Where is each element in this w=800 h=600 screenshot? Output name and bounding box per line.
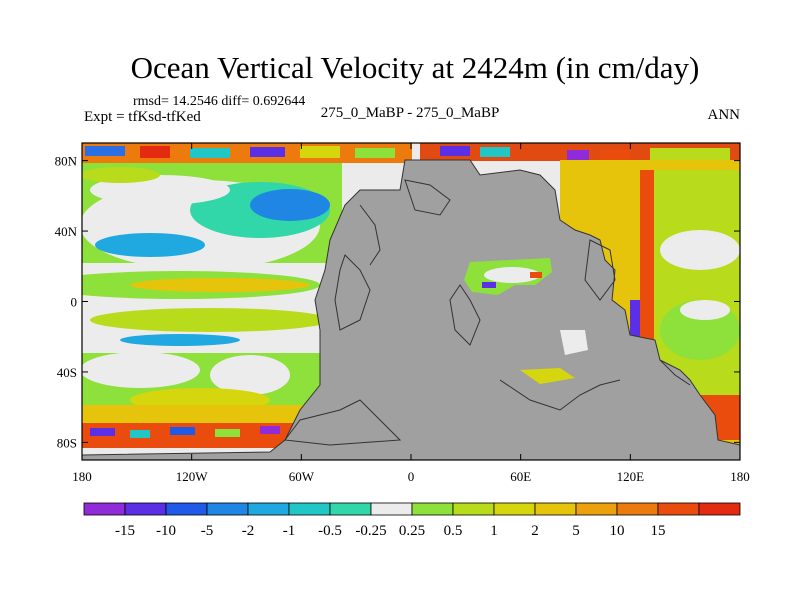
lat-tick-label: 80S [57,435,77,450]
colorbar-swatch [247,502,290,516]
colorbar-swatch [575,502,618,516]
colorbar-swatch [83,502,126,516]
colorbar-swatch [616,502,659,516]
lon-tick-label: 0 [408,469,415,484]
land-masses [82,159,740,460]
colorbar-label: 2 [531,523,539,539]
lat-tick-label: 40S [57,365,77,380]
inner-seas [464,258,588,384]
colorbar-swatch [165,502,208,516]
lon-tick-label: 120E [617,469,645,484]
colorbar-label: 10 [610,523,625,539]
colorbar-swatch [288,502,331,516]
colorbar-label: 0.25 [399,523,425,539]
colorbar-label: -5 [201,523,214,539]
axis-tick-labels: 80N 40N 0 40S 80S 180 120W 60W 0 60E 120E 180 [55,154,750,484]
colorbar-label: -1 [283,523,296,539]
colorbar-swatch [452,502,495,516]
season-label: ANN [707,107,741,123]
colorbar-swatch [329,502,372,516]
colorbar-label: -10 [156,523,176,539]
lat-tick-label: 0 [71,295,78,310]
colorbar-swatch [411,502,454,516]
map-panel [82,143,740,460]
land-coastlines [284,179,691,446]
lon-tick-label: 180 [730,469,750,484]
colorbar-label: 1 [490,523,498,539]
stats-line: rmsd= 14.2546 diff= 0.692644 [133,94,306,109]
lon-tick-label: 120W [176,469,209,484]
plot-title: Ocean Vertical Velocity at 2424m (in cm/… [130,50,700,85]
experiment-label: Expt = tfKsd-tfKed [84,109,201,125]
colorbar-label: 15 [651,523,666,539]
colorbar-swatch [370,502,413,516]
colorbar-labels: -15 -10 -5 -2 -1 -0.5 -0.25 0.25 0.5 1 2 5 10 15 [115,523,666,539]
colorbar-label: -15 [115,523,135,539]
colorbar-label: 0.5 [444,523,463,539]
lat-tick-label: 80N [55,154,78,169]
colorbar-label: 5 [572,523,580,539]
colorbar-swatch [206,502,249,516]
colorbar-swatch [657,502,700,516]
colorbar-label: -0.5 [318,523,342,539]
colorbar-swatch [534,502,577,516]
colorbar-swatch [698,502,741,516]
colorbar [83,502,741,516]
lat-tick-label: 40N [55,224,78,239]
lon-tick-label: 180 [72,469,92,484]
axis-ticks [81,143,741,460]
ocean-field [82,143,740,450]
center-label: 275_0_MaBP - 275_0_MaBP [320,105,500,121]
colorbar-swatch [124,502,167,516]
lon-tick-label: 60E [510,469,531,484]
colorbar-label: -0.25 [355,523,386,539]
colorbar-swatch [493,502,536,516]
colorbar-label: -2 [242,523,255,539]
lon-tick-label: 60W [289,469,315,484]
